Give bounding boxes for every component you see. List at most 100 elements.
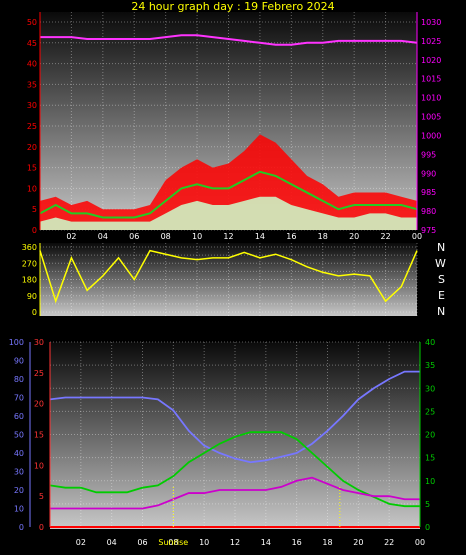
- temp-panel-background: [50, 342, 420, 529]
- y-tick-label-far-left: 50: [14, 431, 24, 440]
- x-tick-label: 02: [66, 232, 76, 241]
- y-tick-label-right: 15: [425, 454, 435, 463]
- y-tick-label-left: 15: [34, 431, 44, 440]
- compass-label-n2: N: [437, 305, 446, 318]
- y-tick-label-far-left: 80: [14, 375, 24, 384]
- wind-direction-panel: 0 90 180 270 360: [22, 243, 418, 317]
- wind-panel-axes: 02 04 06 08 10 12 14 16 18 20 22 000510152025303540…: [27, 12, 441, 241]
- temp-panel-axes: 02 04 06 08 10 12 14 16 18 20 22 000510152025303540…: [9, 338, 435, 547]
- direction-panel-axes: 0 90 180 270 360: [22, 243, 41, 317]
- y-tick-label-left: 25: [27, 122, 37, 131]
- y-tick-label-left: 0: [39, 523, 44, 532]
- y-tick-label-direction: 360: [22, 243, 37, 252]
- y-tick-label-right: 20: [425, 431, 435, 440]
- y-tick-label-right: 25: [425, 407, 435, 416]
- y-tick-label-left: 45: [27, 39, 37, 48]
- y-tick-label-right: 1015: [421, 75, 441, 84]
- y-tick-label-left: 0: [32, 226, 37, 235]
- y-tick-label-left: 5: [32, 205, 37, 214]
- y-tick-label-right: 975: [421, 226, 436, 235]
- x-tick-label: 02: [76, 538, 86, 547]
- x-tick-label: 00: [412, 232, 422, 241]
- compass-label-s: S: [438, 273, 445, 286]
- y-tick-label-right: 1025: [421, 37, 441, 46]
- y-tick-label-right: 1000: [421, 131, 441, 140]
- wind-panel-grid: [40, 12, 418, 231]
- y-tick-label-left: 10: [34, 461, 44, 470]
- y-tick-label-right: 40: [425, 338, 435, 347]
- y-tick-label-right: 980: [421, 207, 436, 216]
- y-tick-label-far-left: 60: [14, 412, 24, 421]
- x-tick-label: 08: [161, 232, 171, 241]
- y-tick-label-left: 30: [34, 338, 44, 347]
- y-tick-label-far-left: 100: [9, 338, 24, 347]
- y-tick-label-right: 995: [421, 150, 436, 159]
- y-tick-label-left: 20: [34, 400, 44, 409]
- x-tick-label: 12: [223, 232, 233, 241]
- x-tick-label: 22: [384, 538, 394, 547]
- wind-panel-series: [39, 34, 418, 230]
- x-tick-label: 06: [129, 232, 139, 241]
- y-tick-label-left: 20: [27, 143, 37, 152]
- y-tick-label-direction: 90: [27, 292, 37, 301]
- y-tick-label-far-left: 10: [14, 505, 24, 514]
- wind-pressure-panel: 02 04 06 08 10 12 14 16 18 20 22 000510152025303540…: [27, 12, 441, 241]
- compass-label-w: W: [435, 257, 446, 270]
- x-tick-label: 08: [168, 538, 178, 547]
- compass-label-n1: N: [437, 241, 446, 254]
- series-wind_speed-area: [40, 196, 417, 230]
- y-tick-label-right: 5: [425, 500, 430, 509]
- x-tick-label: 18: [318, 232, 328, 241]
- temp-panel-series: [49, 370, 420, 528]
- x-tick-label: 16: [286, 232, 296, 241]
- y-tick-label-right: 0: [425, 523, 430, 532]
- y-tick-label-far-left: 70: [14, 394, 24, 403]
- x-tick-label: 14: [255, 232, 265, 241]
- y-tick-label-far-left: 0: [19, 523, 24, 532]
- series-direction-line: [39, 249, 418, 304]
- series-dewpoint-line: [50, 476, 420, 510]
- y-tick-label-left: 40: [27, 60, 37, 69]
- series-pressure-line: [40, 34, 418, 46]
- y-tick-label-far-left: 30: [14, 468, 24, 477]
- y-tick-label-left: 30: [27, 101, 37, 110]
- x-tick-label: 10: [199, 538, 209, 547]
- y-tick-label-right: 10: [425, 477, 435, 486]
- y-tick-label-left: 15: [27, 164, 37, 173]
- direction-panel-series: [39, 249, 418, 304]
- x-tick-label: 14: [261, 538, 271, 547]
- y-tick-label-right: 1010: [421, 94, 441, 103]
- series-wind_avg-line: [39, 170, 418, 219]
- y-tick-label-right: 35: [425, 361, 435, 370]
- x-tick-label: 20: [349, 232, 359, 241]
- x-tick-label: 22: [380, 232, 390, 241]
- x-tick-label: 12: [230, 538, 240, 547]
- x-tick-label: 00: [415, 538, 425, 547]
- sunrise-label: Sunrise: [158, 538, 188, 547]
- x-tick-label: 20: [353, 538, 363, 547]
- y-tick-label-left: 35: [27, 80, 37, 89]
- compass-label-e: E: [438, 289, 445, 302]
- y-tick-label-right: 985: [421, 188, 436, 197]
- x-tick-label: 16: [292, 538, 302, 547]
- y-tick-label-direction: 0: [32, 308, 37, 317]
- y-tick-label-direction: 270: [22, 259, 37, 268]
- y-tick-label-right: 1005: [421, 113, 441, 122]
- y-tick-label-left: 25: [34, 369, 44, 378]
- series-gust-area: [40, 134, 417, 230]
- y-tick-label-right: 1030: [421, 18, 441, 27]
- x-tick-label: 10: [192, 232, 202, 241]
- direction-panel-grid: [40, 243, 418, 316]
- y-tick-label-far-left: 40: [14, 449, 24, 458]
- chart-title: 24 hour graph day : 19 Febrero 2024: [131, 0, 335, 13]
- y-tick-label-right: 30: [425, 384, 435, 393]
- y-tick-label-right: 990: [421, 169, 436, 178]
- x-tick-label: 04: [98, 232, 108, 241]
- x-tick-label: 04: [107, 538, 117, 547]
- y-tick-label-left: 10: [27, 184, 37, 193]
- x-tick-label: 06: [137, 538, 147, 547]
- y-tick-label-left: 5: [39, 492, 44, 501]
- y-tick-label-left: 50: [27, 18, 37, 27]
- series-temperature-line: [49, 431, 420, 508]
- y-tick-label-far-left: 90: [14, 357, 24, 366]
